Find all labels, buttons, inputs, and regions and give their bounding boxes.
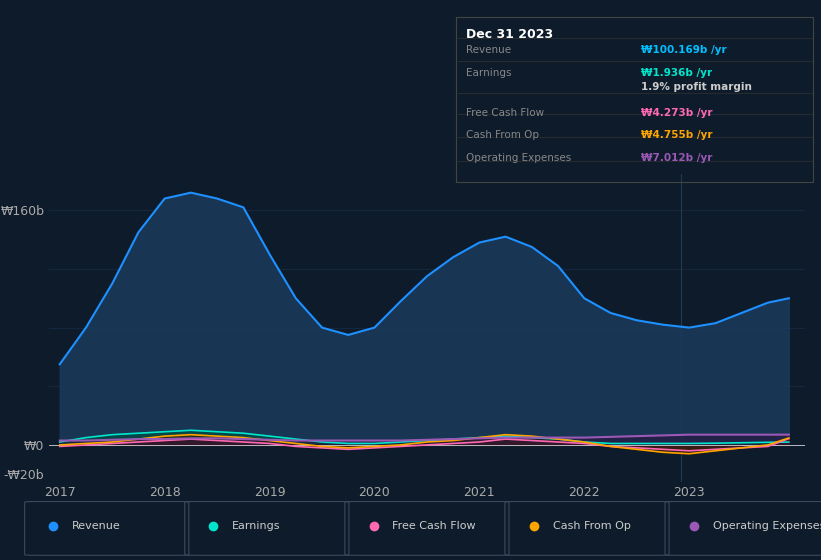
Text: Earnings: Earnings bbox=[466, 68, 511, 78]
Text: ₩100.169b /yr: ₩100.169b /yr bbox=[641, 45, 727, 55]
Text: ₩4.755b /yr: ₩4.755b /yr bbox=[641, 130, 713, 140]
Text: Revenue: Revenue bbox=[466, 45, 511, 55]
Text: Free Cash Flow: Free Cash Flow bbox=[392, 521, 476, 531]
Text: Cash From Op: Cash From Op bbox=[553, 521, 631, 531]
Text: Free Cash Flow: Free Cash Flow bbox=[466, 108, 544, 118]
Text: Dec 31 2023: Dec 31 2023 bbox=[466, 29, 553, 41]
Text: Cash From Op: Cash From Op bbox=[466, 130, 539, 140]
Text: Earnings: Earnings bbox=[232, 521, 281, 531]
Text: ₩1.936b /yr: ₩1.936b /yr bbox=[641, 68, 713, 78]
Text: ₩7.012b /yr: ₩7.012b /yr bbox=[641, 153, 713, 163]
Text: 1.9% profit margin: 1.9% profit margin bbox=[641, 82, 752, 92]
Text: ₩4.273b /yr: ₩4.273b /yr bbox=[641, 108, 713, 118]
Text: Operating Expenses: Operating Expenses bbox=[713, 521, 821, 531]
Text: Revenue: Revenue bbox=[72, 521, 121, 531]
Text: Operating Expenses: Operating Expenses bbox=[466, 153, 571, 163]
